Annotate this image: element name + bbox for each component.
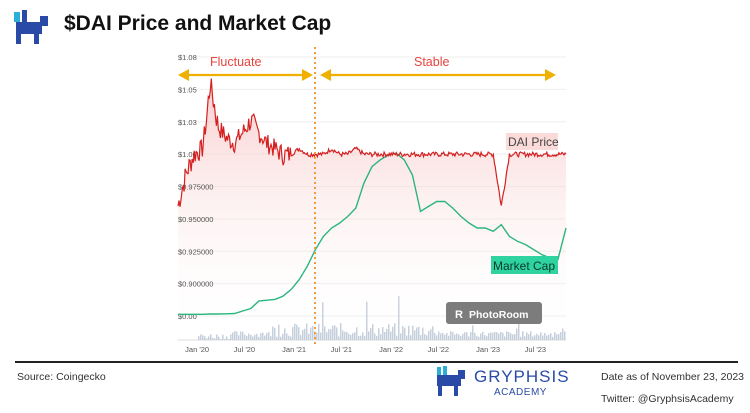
y-tick-label: $0.00 bbox=[178, 312, 197, 321]
photoroom-watermark: R PhotoRoom bbox=[446, 302, 542, 324]
x-tick-label: Jul '23 bbox=[525, 345, 546, 354]
y-tick-label: $0.900000 bbox=[178, 280, 213, 289]
date-text: Date as of November 23, 2023 bbox=[601, 371, 745, 383]
fluctuate-label: Fluctuate bbox=[210, 55, 261, 69]
x-tick-label: Jan '22 bbox=[379, 345, 403, 354]
y-tick-label: $1.00 bbox=[178, 150, 197, 159]
footer-divider bbox=[15, 361, 738, 363]
brand-name: GRYPHSIS bbox=[474, 367, 570, 386]
market-cap-line bbox=[178, 152, 567, 315]
y-tick-label: $1.03 bbox=[178, 118, 197, 127]
gryphsis-logo-icon bbox=[437, 366, 465, 396]
x-tick-label: Jul '21 bbox=[331, 345, 352, 354]
source-text: Source: Coingecko bbox=[17, 371, 106, 383]
y-tick-label: $0.975000 bbox=[178, 183, 213, 192]
x-tick-label: Jan '20 bbox=[185, 345, 209, 354]
brand-sub: ACADEMY bbox=[494, 387, 547, 398]
market-cap-label: Market Cap bbox=[493, 259, 555, 273]
x-tick-label: Jul '22 bbox=[428, 345, 449, 354]
fluctuate-arrow bbox=[178, 69, 313, 81]
twitter-handle: Twitter: @GryphsisAcademy bbox=[601, 393, 734, 405]
x-tick-label: Jan '21 bbox=[282, 345, 306, 354]
y-tick-label: $0.925000 bbox=[178, 247, 213, 256]
price-area-fill bbox=[178, 78, 566, 340]
svg-text:PhotoRoom: PhotoRoom bbox=[469, 309, 529, 321]
y-tick-label: $0.950000 bbox=[178, 215, 213, 224]
gryphon-logo-icon bbox=[14, 10, 48, 44]
dai-price-label: DAI Price bbox=[508, 135, 559, 149]
stable-label: Stable bbox=[414, 55, 449, 69]
stable-arrow bbox=[320, 69, 556, 81]
y-tick-label: $1.05 bbox=[178, 85, 197, 94]
x-tick-label: Jan '23 bbox=[476, 345, 500, 354]
page-title: $DAI Price and Market Cap bbox=[64, 12, 332, 35]
dai-price-line bbox=[177, 78, 567, 207]
y-tick-label: $1.08 bbox=[178, 53, 197, 62]
svg-text:R: R bbox=[455, 309, 463, 321]
x-tick-label: Jul '20 bbox=[234, 345, 255, 354]
